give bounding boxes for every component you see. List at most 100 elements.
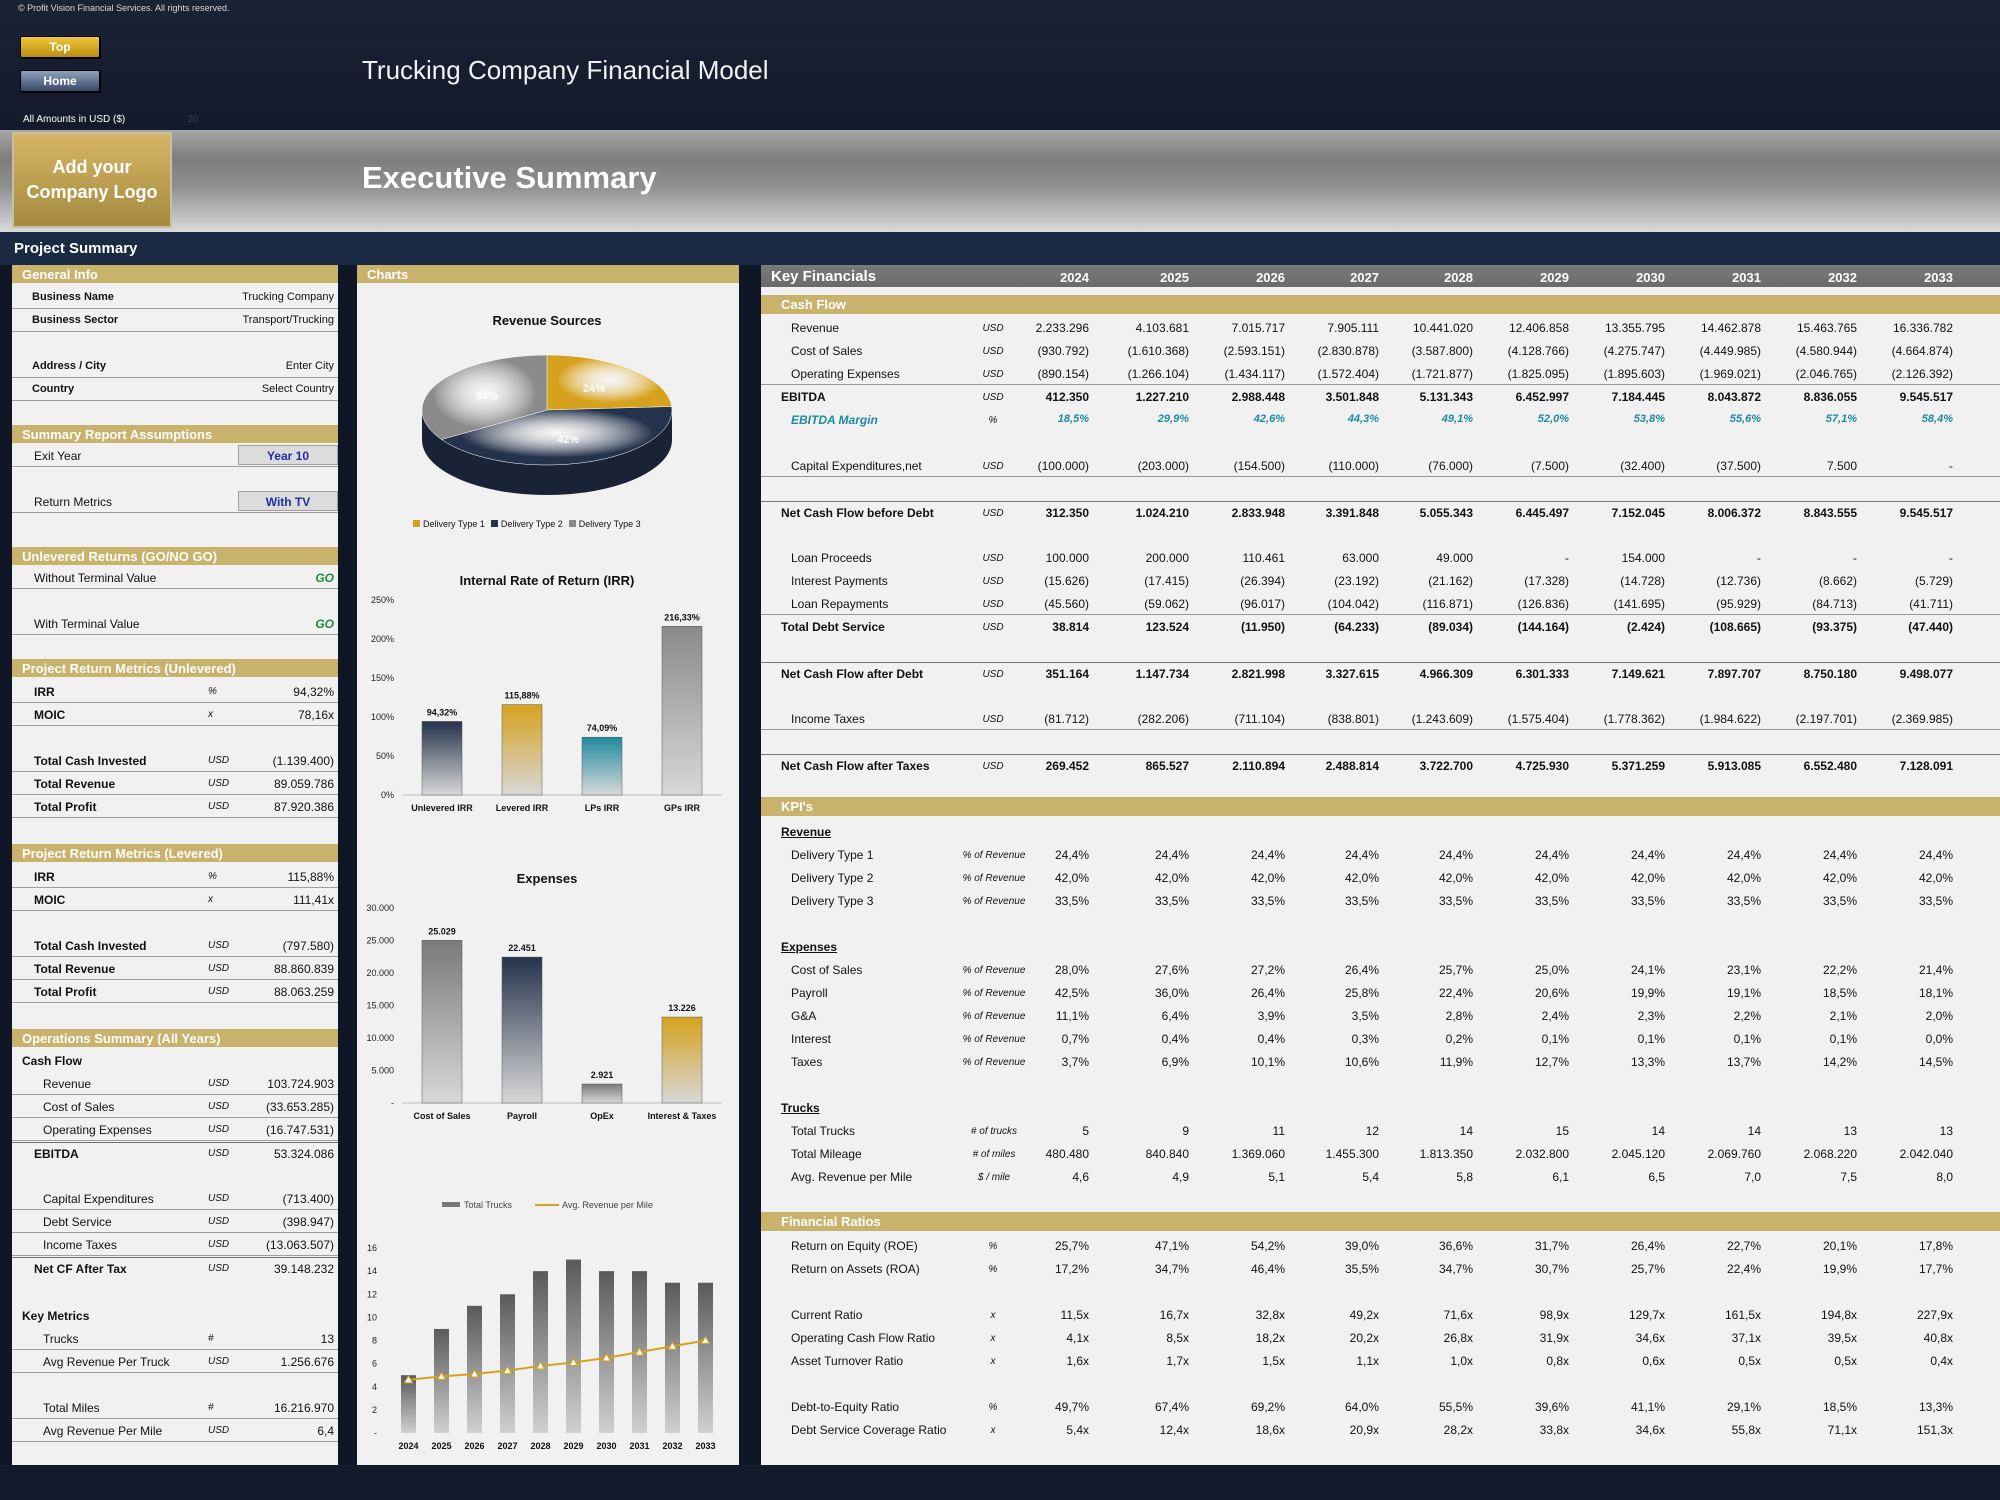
fin-row-label: Net Cash Flow after Taxes [781, 759, 930, 773]
row-ops-cos: Cost of Sales USD (33.653.285) [12, 1096, 338, 1118]
row-ops-tax: Income Taxes USD (13.063.507) [12, 1234, 338, 1256]
row-value: 39.148.232 [273, 1262, 334, 1276]
section-assumptions: Summary Report Assumptions [12, 425, 338, 443]
row-label: Operating Expenses [43, 1123, 152, 1137]
fin-cell: (41.711) [1909, 597, 1953, 611]
fin-cell: (8.662) [1818, 574, 1857, 588]
legend-label: Total Trucks [464, 1200, 513, 1210]
model-title: Trucking Company Financial Model [362, 55, 769, 85]
fin-cell: 0,6x [1642, 1354, 1665, 1368]
fin-cell: 34,7% [1438, 1262, 1473, 1276]
fin-cell: (89.034) [1428, 620, 1473, 634]
fin-cell: (37.500) [1716, 459, 1761, 473]
pie-data-label: 24% [583, 383, 605, 395]
fin-cell: 18,5% [1057, 413, 1089, 425]
dropdown-return-metrics[interactable]: With TV [238, 491, 338, 511]
key-financials-panel: Key Financials 2024 2025 2026 2027 2028 2029 2… [761, 265, 2000, 1465]
y-tick-label: 15.000 [366, 1001, 394, 1011]
fin-cell: 26,8x [1443, 1331, 1473, 1345]
bar [566, 1259, 581, 1433]
fin-cell: 42,5% [1054, 986, 1089, 1000]
fin-cell: (96.017) [1240, 597, 1285, 611]
fin-row-unit: USD [982, 761, 1004, 772]
fin-cell: 2,3% [1637, 1009, 1665, 1023]
y-tick-label: 2 [372, 1405, 377, 1415]
fin-cell: (1.243.609) [1411, 712, 1473, 726]
subheader-label: Cash Flow [22, 1054, 83, 1068]
fin-cell: 4,1x [1066, 1331, 1089, 1345]
fin-cell: 39,0% [1344, 1239, 1379, 1253]
bar [500, 1294, 515, 1433]
row-value: (398.947) [282, 1215, 334, 1229]
fin-cell: 0,1% [1733, 1032, 1761, 1046]
row-value: 94,32% [293, 685, 334, 699]
legend-swatch [568, 520, 576, 527]
fin-cell: 42,0% [1918, 871, 1953, 885]
fin-row-label: Revenue [791, 321, 840, 335]
fin-row-label: Total Debt Service [781, 620, 885, 634]
fin-cell: 42,0% [1344, 871, 1379, 885]
fin-cell: 9 [1182, 1124, 1189, 1138]
fin-cell: 42,0% [1822, 871, 1857, 885]
fin-row-label: Operating Expenses [791, 367, 900, 381]
bar [661, 1016, 703, 1104]
fin-cell: 1.024.210 [1135, 506, 1189, 520]
fin-row-t-trucks: Total Trucks # of trucks 5 9 11 12 14 15 14 14 13 1… [761, 1120, 2000, 1142]
fin-cell: 1.147.734 [1135, 667, 1189, 681]
line-marker [700, 1335, 711, 1344]
fin-cell: 34,6x [1635, 1423, 1665, 1437]
row-value[interactable]: Trucking Company [242, 291, 334, 303]
fin-row-label: Interest [791, 1032, 832, 1046]
fin-cell: (17.415) [1144, 574, 1189, 588]
fin-cell: 31,9x [1539, 1331, 1569, 1345]
section-unlevered-returns: Unlevered Returns (GO/NO GO) [12, 547, 338, 565]
fin-cell: 24,4% [1630, 848, 1665, 862]
fin-cell: 33,5% [1344, 894, 1379, 908]
fin-cell: 13 [1843, 1124, 1857, 1138]
top-button[interactable]: Top [20, 36, 100, 58]
fin-row-unit: x [990, 1425, 996, 1436]
fin-cell: (154.500) [1233, 459, 1285, 473]
company-logo-placeholder[interactable]: Add your Company Logo [12, 132, 172, 228]
fin-cell: 18,1% [1918, 986, 1953, 1000]
section-ratios: Financial Ratios [761, 1212, 2000, 1231]
fin-cell: 1,0x [1450, 1354, 1473, 1368]
row-unit: USD [208, 755, 230, 766]
fin-cell: 24,4% [1726, 848, 1761, 862]
dropdown-exit-year[interactable]: Year 10 [238, 445, 338, 465]
row-value: 87.920.386 [273, 800, 334, 814]
fin-cell: 40,8x [1923, 1331, 1953, 1345]
irr-chart-title: Internal Rate of Return (IRR) [459, 573, 635, 588]
fin-cell: 42,0% [1438, 871, 1473, 885]
home-button[interactable]: Home [20, 70, 100, 92]
row-value[interactable]: Enter City [285, 360, 334, 372]
fin-cell: 22,4% [1438, 986, 1473, 1000]
subheader-kpi-trucks: Trucks [761, 1097, 2000, 1119]
fin-cell: 8.006.372 [1707, 506, 1761, 520]
fin-row-current: Current Ratio x 11,5x 16,7x 32,8x 49,2x 71,6x 9… [761, 1304, 2000, 1326]
fin-cell: 194,8x [1820, 1308, 1857, 1322]
y-tick-label: 30.000 [366, 903, 394, 913]
fin-cell: 16.336.782 [1892, 321, 1953, 335]
y-tick-label: 50% [376, 751, 394, 761]
row-value[interactable]: Transport/Trucking [242, 314, 335, 326]
row-value: 115,88% [287, 870, 334, 884]
fin-cell: - [1853, 551, 1857, 565]
fin-cell: 4,6 [1072, 1170, 1089, 1184]
fin-row-label: Net Cash Flow after Debt [781, 667, 924, 681]
bar [401, 1375, 416, 1433]
fin-cell: 24,4% [1054, 848, 1089, 862]
fin-cell: 227,9x [1916, 1308, 1953, 1322]
fin-cell: 5,4 [1362, 1170, 1379, 1184]
fin-row-ncf-after: Net Cash Flow after Debt USD 351.164 1.147.… [761, 662, 2000, 684]
fin-cell: 5,4x [1066, 1423, 1089, 1437]
fin-cell: 24,4% [1250, 848, 1285, 862]
row-unit: # [208, 1333, 214, 1344]
bar-data-label: 2.921 [591, 1070, 614, 1080]
row-value[interactable]: Select Country [261, 383, 334, 395]
fin-cell: 2,0% [1925, 1009, 1953, 1023]
row-label: Revenue [43, 1077, 92, 1091]
fin-cell: 2,2% [1733, 1009, 1761, 1023]
fin-cell: 0,7% [1061, 1032, 1089, 1046]
fin-cell: 15 [1555, 1124, 1569, 1138]
